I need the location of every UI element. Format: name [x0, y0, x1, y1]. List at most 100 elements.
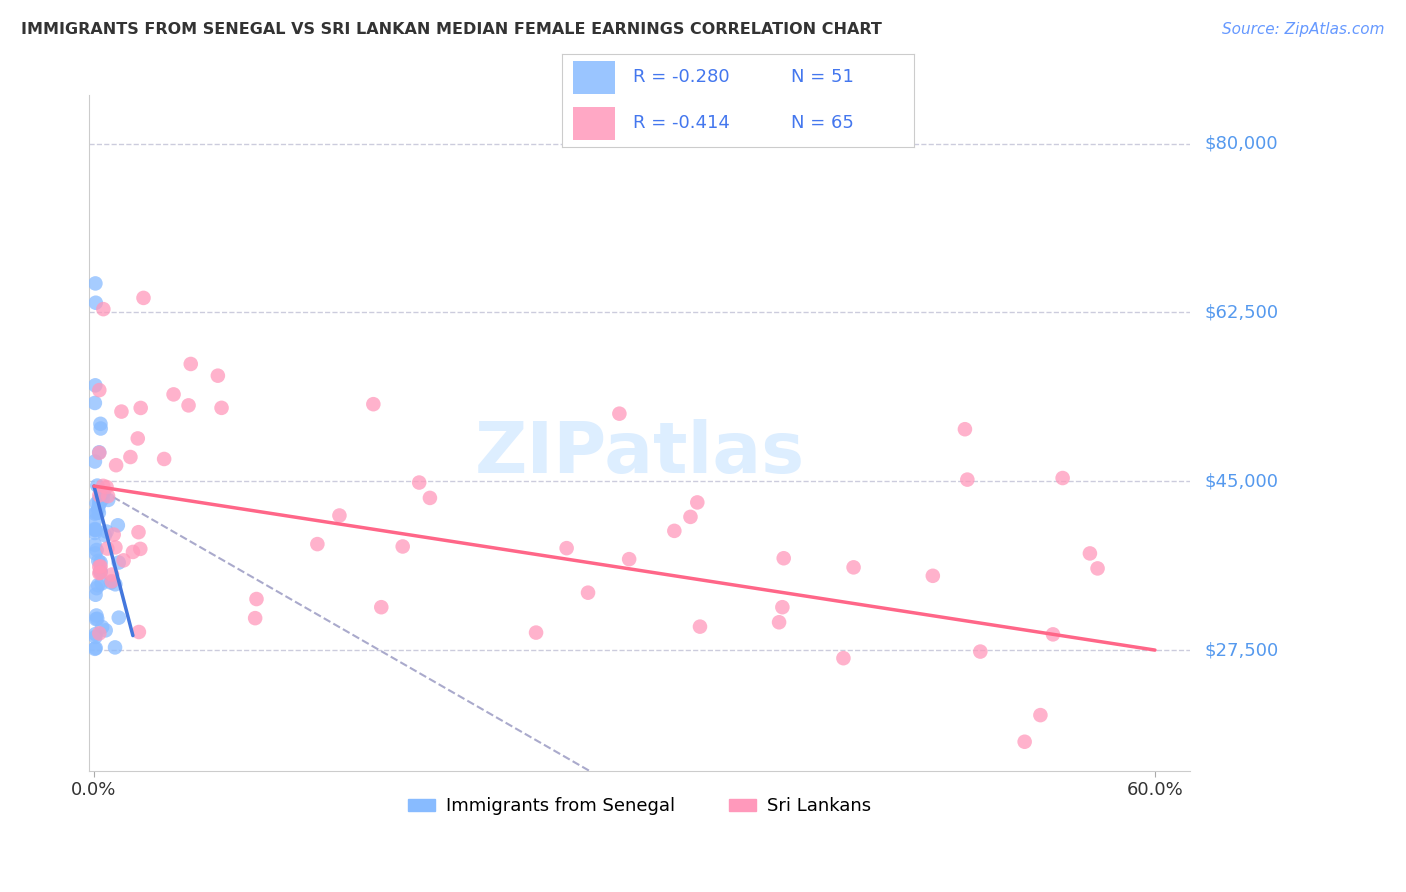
- Sri Lankans: [89, 626, 111, 640]
- Sri Lankans: [89, 559, 111, 574]
- Immigrants from Senegal: [107, 556, 129, 570]
- Sri Lankans: [772, 551, 794, 566]
- Sri Lankans: [609, 407, 631, 421]
- Sri Lankans: [120, 450, 142, 464]
- Text: $62,500: $62,500: [1205, 303, 1278, 321]
- Text: R = -0.280: R = -0.280: [633, 68, 730, 86]
- Sri Lankans: [122, 545, 145, 559]
- Immigrants from Senegal: [84, 378, 107, 392]
- Sri Lankans: [100, 574, 122, 589]
- Sri Lankans: [679, 509, 702, 524]
- Sri Lankans: [363, 397, 385, 411]
- Immigrants from Senegal: [90, 421, 112, 435]
- Text: R = -0.414: R = -0.414: [633, 114, 730, 132]
- Immigrants from Senegal: [90, 576, 112, 591]
- Immigrants from Senegal: [84, 523, 107, 537]
- Sri Lankans: [1014, 735, 1036, 749]
- Sri Lankans: [328, 508, 350, 523]
- Immigrants from Senegal: [84, 641, 107, 656]
- Immigrants from Senegal: [91, 491, 114, 506]
- Immigrants from Senegal: [89, 445, 111, 459]
- Sri Lankans: [686, 495, 709, 509]
- Sri Lankans: [524, 625, 547, 640]
- Immigrants from Senegal: [84, 627, 107, 641]
- Immigrants from Senegal: [87, 501, 110, 516]
- Immigrants from Senegal: [100, 575, 122, 590]
- Sri Lankans: [128, 625, 150, 640]
- Text: ZIPatlas: ZIPatlas: [474, 418, 804, 488]
- Sri Lankans: [110, 404, 132, 418]
- Immigrants from Senegal: [84, 522, 107, 536]
- Text: $45,000: $45,000: [1205, 472, 1278, 491]
- Immigrants from Senegal: [97, 492, 120, 507]
- Immigrants from Senegal: [89, 496, 111, 510]
- Immigrants from Senegal: [104, 640, 127, 655]
- Immigrants from Senegal: [83, 641, 105, 656]
- Immigrants from Senegal: [89, 555, 111, 569]
- Sri Lankans: [96, 480, 118, 494]
- Immigrants from Senegal: [96, 524, 118, 539]
- Sri Lankans: [91, 479, 114, 493]
- Immigrants from Senegal: [89, 564, 111, 578]
- Immigrants from Senegal: [89, 497, 111, 511]
- Sri Lankans: [105, 458, 128, 473]
- Immigrants from Senegal: [89, 417, 111, 431]
- Sri Lankans: [842, 560, 865, 574]
- Sri Lankans: [307, 537, 329, 551]
- Immigrants from Senegal: [86, 612, 108, 626]
- Sri Lankans: [89, 383, 111, 397]
- Immigrants from Senegal: [84, 523, 107, 537]
- Sri Lankans: [1052, 471, 1074, 485]
- Immigrants from Senegal: [87, 506, 110, 520]
- Text: $27,500: $27,500: [1205, 641, 1278, 659]
- Sri Lankans: [89, 566, 111, 580]
- Immigrants from Senegal: [84, 630, 107, 644]
- Sri Lankans: [1042, 627, 1064, 641]
- Sri Lankans: [832, 651, 855, 665]
- Immigrants from Senegal: [84, 295, 107, 310]
- Sri Lankans: [96, 541, 118, 556]
- Sri Lankans: [1078, 546, 1101, 560]
- Immigrants from Senegal: [107, 518, 129, 533]
- Bar: [574, 107, 614, 140]
- Immigrants from Senegal: [83, 538, 105, 552]
- Sri Lankans: [97, 489, 120, 503]
- Text: N = 51: N = 51: [790, 68, 853, 86]
- Sri Lankans: [211, 401, 233, 415]
- Sri Lankans: [207, 368, 229, 383]
- Immigrants from Senegal: [91, 486, 114, 500]
- Sri Lankans: [103, 527, 125, 541]
- Sri Lankans: [93, 302, 115, 317]
- Sri Lankans: [391, 540, 413, 554]
- Immigrants from Senegal: [86, 581, 108, 595]
- Immigrants from Senegal: [104, 577, 127, 591]
- Sri Lankans: [101, 567, 124, 582]
- Sri Lankans: [90, 559, 112, 574]
- Sri Lankans: [770, 600, 793, 615]
- Sri Lankans: [89, 488, 111, 502]
- Sri Lankans: [408, 475, 430, 490]
- Immigrants from Senegal: [83, 507, 105, 521]
- Sri Lankans: [177, 398, 200, 412]
- Immigrants from Senegal: [84, 588, 107, 602]
- Text: Source: ZipAtlas.com: Source: ZipAtlas.com: [1222, 22, 1385, 37]
- Sri Lankans: [555, 541, 578, 556]
- Immigrants from Senegal: [86, 543, 108, 558]
- Immigrants from Senegal: [87, 578, 110, 592]
- Sri Lankans: [419, 491, 441, 505]
- Immigrants from Senegal: [84, 546, 107, 560]
- Sri Lankans: [689, 620, 711, 634]
- Sri Lankans: [162, 387, 184, 401]
- Immigrants from Senegal: [87, 554, 110, 568]
- Sri Lankans: [153, 452, 176, 467]
- Immigrants from Senegal: [86, 478, 108, 492]
- Sri Lankans: [127, 432, 149, 446]
- Sri Lankans: [1087, 561, 1109, 575]
- Immigrants from Senegal: [87, 492, 110, 507]
- Sri Lankans: [112, 553, 135, 567]
- Immigrants from Senegal: [107, 610, 129, 624]
- Immigrants from Senegal: [84, 454, 107, 468]
- Immigrants from Senegal: [90, 565, 112, 579]
- Text: IMMIGRANTS FROM SENEGAL VS SRI LANKAN MEDIAN FEMALE EARNINGS CORRELATION CHART: IMMIGRANTS FROM SENEGAL VS SRI LANKAN ME…: [21, 22, 882, 37]
- Sri Lankans: [969, 644, 991, 658]
